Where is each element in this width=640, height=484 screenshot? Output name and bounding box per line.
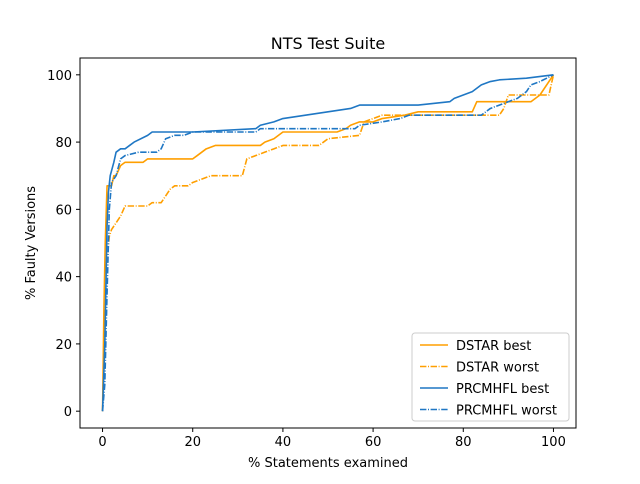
plot-frame bbox=[79, 57, 577, 429]
x-axis: 0 20 40 60 80 100 bbox=[98, 428, 566, 450]
x-tick-label: 0 bbox=[98, 435, 106, 450]
legend-box bbox=[411, 332, 570, 422]
legend: DSTAR best DSTAR worst PRCMHFL best PRCMHFL… bbox=[411, 332, 570, 422]
y-axis: 0 20 40 60 80 100 bbox=[47, 69, 80, 420]
series-line-dstar-best bbox=[101, 74, 555, 412]
legend-label: PRCMHFL best bbox=[456, 382, 549, 397]
y-axis-label: % Faulty Versions bbox=[24, 186, 39, 300]
y-tick-label: 80 bbox=[55, 136, 72, 151]
chart-title: NTS Test Suite bbox=[271, 34, 385, 53]
y-tick-label: 20 bbox=[55, 338, 72, 353]
y-tick-label: 40 bbox=[55, 271, 72, 286]
x-tick-label: 40 bbox=[275, 435, 292, 450]
x-tick-label: 60 bbox=[365, 435, 382, 450]
plot-area bbox=[101, 74, 555, 412]
legend-label: DSTAR best bbox=[456, 339, 531, 354]
legend-label: DSTAR worst bbox=[456, 361, 539, 376]
x-tick-label: 100 bbox=[541, 435, 566, 450]
y-tick-label: 100 bbox=[47, 69, 72, 84]
x-tick-label: 80 bbox=[455, 435, 472, 450]
x-axis-label: % Statements examined bbox=[248, 456, 408, 471]
x-tick-label: 20 bbox=[184, 435, 201, 450]
legend-label: PRCMHFL worst bbox=[456, 404, 557, 419]
series-line-prcmhfl-worst bbox=[101, 74, 554, 412]
y-tick-label: 60 bbox=[55, 203, 72, 218]
series-line-prcmhfl-best bbox=[101, 74, 554, 412]
y-tick-label: 0 bbox=[64, 405, 72, 420]
